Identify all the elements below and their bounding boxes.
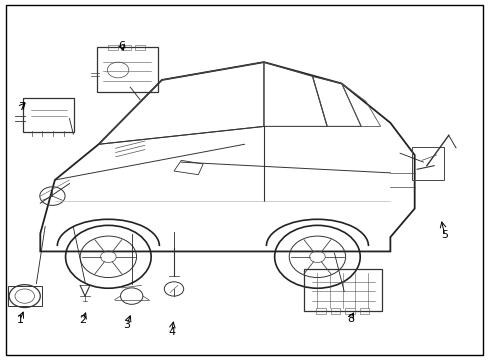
Text: 6: 6 [118, 41, 125, 51]
Text: 4: 4 [168, 327, 175, 337]
Text: 5: 5 [441, 230, 447, 240]
Text: 2: 2 [80, 315, 86, 325]
Text: 8: 8 [346, 314, 353, 324]
Text: 3: 3 [123, 320, 130, 330]
Text: 1: 1 [16, 315, 23, 325]
Text: 7: 7 [18, 102, 25, 112]
